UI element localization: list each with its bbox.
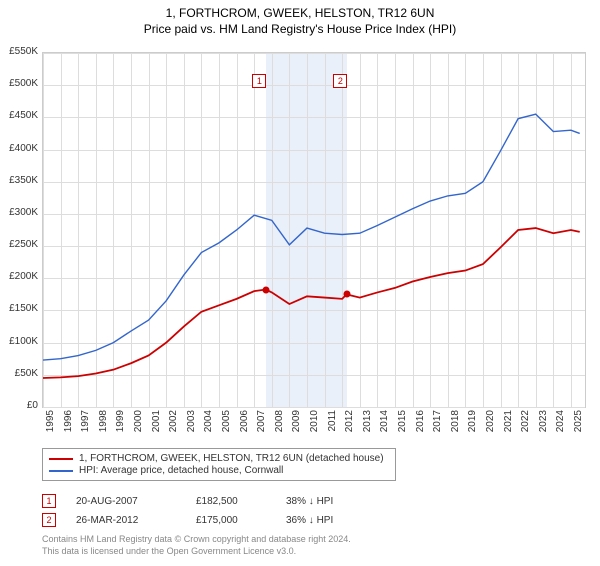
- x-axis-label: 2011: [327, 410, 338, 442]
- x-axis-label: 2003: [186, 410, 197, 442]
- x-axis-label: 2016: [415, 410, 426, 442]
- transactions-section: 1 20-AUG-2007 £182,500 38% ↓ HPI 2 26-MA…: [42, 490, 376, 531]
- x-axis-label: 2012: [344, 410, 355, 442]
- y-axis-label: £300K: [0, 207, 38, 218]
- x-axis-label: 2005: [221, 410, 232, 442]
- legend-swatch-property: [49, 458, 73, 460]
- legend-label-property: 1, FORTHCROM, GWEEK, HELSTON, TR12 6UN (…: [79, 453, 384, 464]
- y-axis-label: £450K: [0, 110, 38, 121]
- y-axis-label: £250K: [0, 239, 38, 250]
- y-axis-label: £0: [0, 400, 38, 411]
- transaction-pct: 38% ↓ HPI: [286, 496, 376, 507]
- transaction-row: 1 20-AUG-2007 £182,500 38% ↓ HPI: [42, 493, 376, 509]
- footer-line-2: This data is licensed under the Open Gov…: [42, 546, 351, 558]
- y-axis-label: £100K: [0, 336, 38, 347]
- x-axis-label: 2006: [239, 410, 250, 442]
- footer-line-1: Contains HM Land Registry data © Crown c…: [42, 534, 351, 546]
- transaction-marker-2: 2: [42, 513, 56, 527]
- chart-marker-box-1: 1: [252, 74, 266, 88]
- x-axis-label: 1999: [115, 410, 126, 442]
- y-axis-label: £200K: [0, 271, 38, 282]
- transaction-price: £182,500: [196, 496, 286, 507]
- chart-subtitle: Price paid vs. HM Land Registry's House …: [0, 22, 600, 36]
- x-axis-label: 2023: [538, 410, 549, 442]
- y-axis-label: £500K: [0, 78, 38, 89]
- legend-item-hpi: HPI: Average price, detached house, Corn…: [49, 465, 389, 476]
- x-axis-label: 2021: [503, 410, 514, 442]
- legend-box: 1, FORTHCROM, GWEEK, HELSTON, TR12 6UN (…: [42, 448, 396, 481]
- legend-item-property: 1, FORTHCROM, GWEEK, HELSTON, TR12 6UN (…: [49, 453, 389, 464]
- chart-plot-area: 12: [42, 52, 586, 408]
- x-axis-label: 1997: [80, 410, 91, 442]
- transaction-pct: 36% ↓ HPI: [286, 515, 376, 526]
- sale-point-2: [343, 291, 350, 298]
- x-axis-label: 1998: [98, 410, 109, 442]
- x-axis-label: 2002: [168, 410, 179, 442]
- chart-marker-box-2: 2: [333, 74, 347, 88]
- y-axis-label: £350K: [0, 175, 38, 186]
- sale-point-1: [262, 286, 269, 293]
- x-axis-label: 2007: [256, 410, 267, 442]
- x-axis-label: 2020: [485, 410, 496, 442]
- x-axis-label: 2025: [573, 410, 584, 442]
- x-axis-label: 2013: [362, 410, 373, 442]
- transaction-date: 20-AUG-2007: [76, 496, 196, 507]
- chart-lines: [43, 53, 585, 407]
- x-axis-label: 1995: [45, 410, 56, 442]
- x-axis-label: 2001: [151, 410, 162, 442]
- y-axis-label: £550K: [0, 46, 38, 57]
- transaction-price: £175,000: [196, 515, 286, 526]
- y-axis-label: £400K: [0, 143, 38, 154]
- x-axis-label: 2004: [203, 410, 214, 442]
- x-axis-label: 2010: [309, 410, 320, 442]
- transaction-date: 26-MAR-2012: [76, 515, 196, 526]
- x-axis-label: 1996: [63, 410, 74, 442]
- x-axis-label: 2018: [450, 410, 461, 442]
- series-line-property: [43, 228, 580, 378]
- x-axis-label: 2000: [133, 410, 144, 442]
- transaction-row: 2 26-MAR-2012 £175,000 36% ↓ HPI: [42, 512, 376, 528]
- series-line-hpi: [43, 114, 580, 360]
- x-axis-label: 2022: [520, 410, 531, 442]
- x-axis-label: 2008: [274, 410, 285, 442]
- transaction-marker-1: 1: [42, 494, 56, 508]
- x-axis-label: 2024: [555, 410, 566, 442]
- x-axis-label: 2009: [291, 410, 302, 442]
- x-axis-label: 2015: [397, 410, 408, 442]
- x-axis-label: 2019: [467, 410, 478, 442]
- y-axis-label: £150K: [0, 303, 38, 314]
- y-axis-label: £50K: [0, 368, 38, 379]
- chart-title: 1, FORTHCROM, GWEEK, HELSTON, TR12 6UN: [0, 6, 600, 20]
- x-axis-label: 2017: [432, 410, 443, 442]
- legend-label-hpi: HPI: Average price, detached house, Corn…: [79, 465, 283, 476]
- legend-swatch-hpi: [49, 470, 73, 472]
- footer-attribution: Contains HM Land Registry data © Crown c…: [42, 534, 351, 557]
- gridline-h: [43, 407, 585, 408]
- x-axis-label: 2014: [379, 410, 390, 442]
